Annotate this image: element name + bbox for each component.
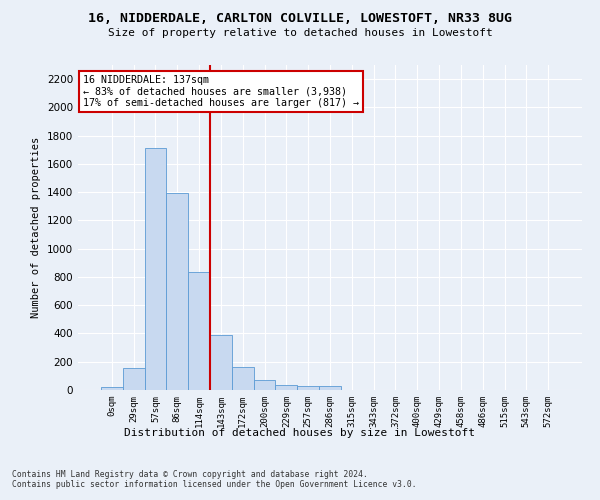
Bar (210, 335, 232, 390)
Bar (123, 368, 145, 390)
Bar (188, 272, 210, 390)
Text: 16 NIDDERDALE: 137sqm
← 83% of detached houses are smaller (3,938)
17% of semi-d: 16 NIDDERDALE: 137sqm ← 83% of detached … (83, 74, 359, 108)
Bar (319, 386, 341, 390)
Text: Distribution of detached houses by size in Lowestoft: Distribution of detached houses by size … (125, 428, 476, 438)
Bar (297, 386, 319, 390)
Bar (254, 380, 275, 390)
Bar (166, 193, 188, 390)
Bar (275, 386, 297, 390)
Text: Size of property relative to detached houses in Lowestoft: Size of property relative to detached ho… (107, 28, 493, 38)
Bar (232, 366, 254, 390)
Text: Contains HM Land Registry data © Crown copyright and database right 2024.: Contains HM Land Registry data © Crown c… (12, 470, 368, 479)
Y-axis label: Number of detached properties: Number of detached properties (31, 137, 41, 318)
Text: 16, NIDDERDALE, CARLTON COLVILLE, LOWESTOFT, NR33 8UG: 16, NIDDERDALE, CARLTON COLVILLE, LOWEST… (88, 12, 512, 26)
Bar (101, 388, 123, 390)
Bar (145, 148, 166, 390)
Text: Contains public sector information licensed under the Open Government Licence v3: Contains public sector information licen… (12, 480, 416, 489)
